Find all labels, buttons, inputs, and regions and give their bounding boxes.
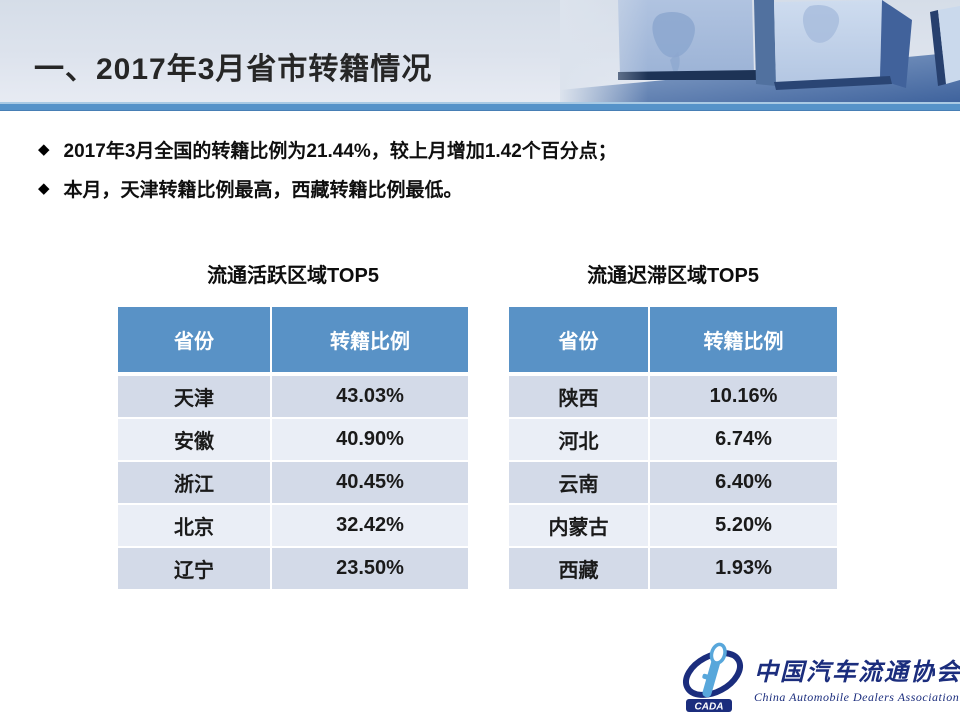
table-row: 河北 6.74% [509, 419, 837, 460]
table: 省份 转籍比例 陕西 10.16% 河北 6.74% 云南 6.40% 内蒙古 … [509, 307, 837, 589]
province-cell: 河北 [509, 419, 648, 460]
province-cell: 西藏 [509, 548, 648, 589]
ratio-cell: 6.40% [650, 462, 837, 503]
ratio-cell: 40.45% [272, 462, 468, 503]
bullet-item: ◆ 本月，天津转籍比例最高，西藏转籍比例最低。 [38, 175, 617, 201]
province-cell: 浙江 [118, 462, 270, 503]
province-cell: 安徽 [118, 419, 270, 460]
bullet-text: 2017年3月全国的转籍比例为21.44%，较上月增加1.42个百分点； [63, 140, 617, 162]
ratio-cell: 6.74% [650, 419, 837, 460]
page-title: 一、2017年3月省市转籍情况 [34, 53, 433, 86]
cada-logo-mark: CADA [680, 638, 746, 719]
logo-name-zh: 中国汽车流通协会 [754, 659, 960, 686]
bullet-text: 本月，天津转籍比例最高，西藏转籍比例最低。 [63, 179, 463, 201]
cada-acronym: CADA [695, 701, 724, 712]
ratio-cell: 23.50% [272, 548, 468, 589]
table-row: 安徽 40.90% [118, 419, 468, 460]
province-cell: 辽宁 [118, 548, 270, 589]
cada-logo: CADA 中国汽车流通协会 China Automobile Dealers A… [680, 638, 960, 719]
column-header-ratio: 转籍比例 [650, 307, 837, 372]
decorative-cubes-image [560, 0, 960, 102]
sluggish-regions-table: 流通迟滞区域TOP5 省份 转籍比例 陕西 10.16% 河北 6.74% 云南… [509, 262, 837, 589]
table-title: 流通活跃区域TOP5 [207, 265, 379, 287]
logo-name-en: China Automobile Dealers Association [754, 689, 960, 704]
table-row: 天津 43.03% [118, 376, 468, 417]
table-row: 西藏 1.93% [509, 548, 837, 589]
ratio-cell: 32.42% [272, 505, 468, 546]
diamond-bullet-icon: ◆ [38, 141, 50, 158]
accent-divider-bar [0, 102, 960, 111]
province-cell: 内蒙古 [509, 505, 648, 546]
province-cell: 北京 [118, 505, 270, 546]
ratio-cell: 5.20% [650, 505, 837, 546]
column-header-province: 省份 [118, 307, 270, 372]
table-title: 流通迟滞区域TOP5 [587, 265, 759, 287]
table-row: 北京 32.42% [118, 505, 468, 546]
column-header-province: 省份 [509, 307, 648, 372]
header-band: 一、2017年3月省市转籍情况 [0, 0, 960, 102]
logo-text: 中国汽车流通协会 China Automobile Dealers Associ… [754, 652, 960, 705]
table: 省份 转籍比例 天津 43.03% 安徽 40.90% 浙江 40.45% 北京… [118, 307, 468, 589]
table-row: 陕西 10.16% [509, 376, 837, 417]
table-row: 云南 6.40% [509, 462, 837, 503]
column-header-ratio: 转籍比例 [272, 307, 468, 372]
bullet-item: ◆ 2017年3月全国的转籍比例为21.44%，较上月增加1.42个百分点； [38, 136, 617, 162]
province-cell: 陕西 [509, 376, 648, 417]
active-regions-table: 流通活跃区域TOP5 省份 转籍比例 天津 43.03% 安徽 40.90% 浙… [118, 262, 468, 589]
diamond-bullet-icon: ◆ [38, 180, 50, 197]
bullet-list: ◆ 2017年3月全国的转籍比例为21.44%，较上月增加1.42个百分点； ◆… [38, 136, 617, 214]
ratio-cell: 40.90% [272, 419, 468, 460]
ratio-cell: 1.93% [650, 548, 837, 589]
table-header-row: 省份 转籍比例 [509, 307, 837, 372]
province-cell: 云南 [509, 462, 648, 503]
table-row: 浙江 40.45% [118, 462, 468, 503]
table-row: 辽宁 23.50% [118, 548, 468, 589]
table-row: 内蒙古 5.20% [509, 505, 837, 546]
table-header-row: 省份 转籍比例 [118, 307, 468, 372]
ratio-cell: 43.03% [272, 376, 468, 417]
province-cell: 天津 [118, 376, 270, 417]
ratio-cell: 10.16% [650, 376, 837, 417]
